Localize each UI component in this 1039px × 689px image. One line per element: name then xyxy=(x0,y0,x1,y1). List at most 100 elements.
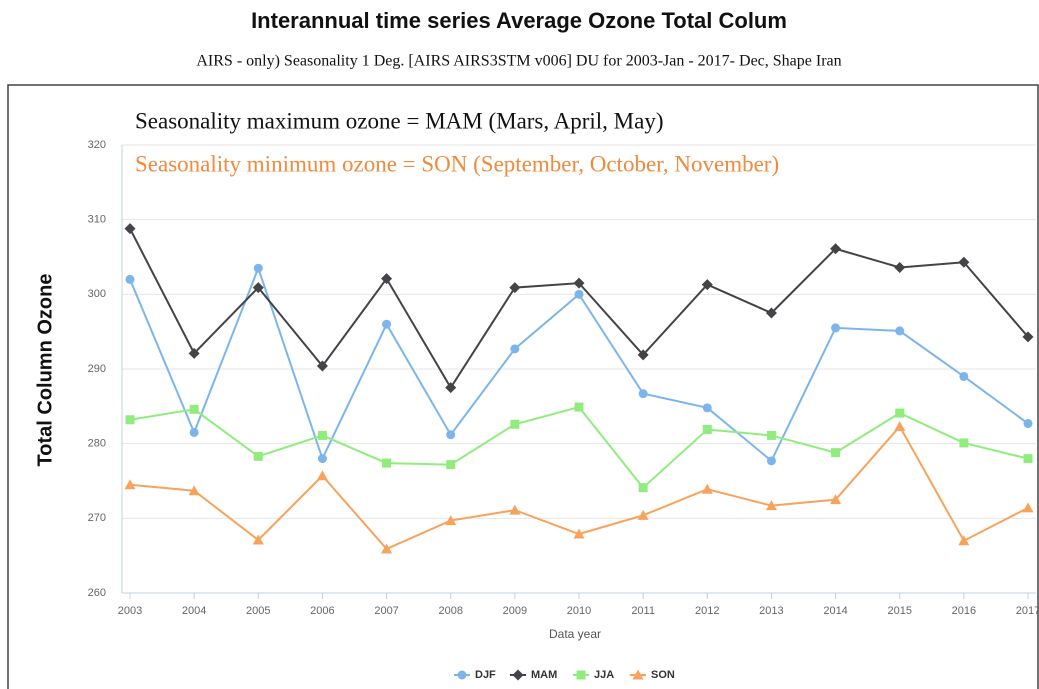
x-tick-label: 2006 xyxy=(310,605,334,617)
point xyxy=(509,504,521,515)
point xyxy=(701,279,713,291)
point xyxy=(637,349,649,361)
point xyxy=(958,256,970,268)
legend-label: JJA xyxy=(594,669,614,681)
point xyxy=(252,534,264,545)
point xyxy=(1023,419,1033,429)
point xyxy=(766,456,776,466)
x-tick-label: 2008 xyxy=(438,605,462,617)
x-tick-label: 2007 xyxy=(374,605,398,617)
x-tick-label: 2004 xyxy=(182,605,206,617)
x-tick-label: 2016 xyxy=(952,605,976,617)
y-tick-label: 310 xyxy=(88,214,106,226)
x-tick-label: 2011 xyxy=(631,605,655,617)
x-tick-label: 2013 xyxy=(759,605,783,617)
point xyxy=(316,470,328,481)
point xyxy=(317,430,327,440)
point xyxy=(124,223,136,235)
y-tick-label: 260 xyxy=(88,587,106,599)
point xyxy=(573,528,585,539)
point xyxy=(958,535,970,546)
legend-marker xyxy=(512,669,524,681)
annotation: Seasonality minimum ozone = SON (Septemb… xyxy=(135,151,779,176)
point xyxy=(382,458,392,468)
point xyxy=(252,282,264,294)
point xyxy=(1023,454,1033,464)
legend-marker xyxy=(457,670,467,680)
point xyxy=(253,451,263,461)
point xyxy=(638,389,648,399)
point xyxy=(382,319,392,329)
point xyxy=(189,427,199,437)
legend-label: DJF xyxy=(475,669,496,681)
point xyxy=(766,430,776,440)
point xyxy=(831,323,841,333)
point xyxy=(125,274,135,284)
legend-marker xyxy=(576,670,586,680)
point xyxy=(445,515,457,526)
x-tick-label: 2012 xyxy=(695,605,719,617)
point xyxy=(510,344,520,354)
point xyxy=(509,282,521,294)
point xyxy=(124,479,136,490)
y-tick-label: 270 xyxy=(88,512,106,524)
point xyxy=(702,424,712,434)
y-tick-label: 280 xyxy=(88,438,106,450)
point xyxy=(446,460,456,470)
point xyxy=(702,403,712,413)
point xyxy=(510,419,520,429)
x-tick-label: 2005 xyxy=(246,605,270,617)
point xyxy=(895,408,905,418)
y-tick-label: 290 xyxy=(88,363,106,375)
series-line xyxy=(129,228,1029,390)
point xyxy=(188,347,200,359)
chart-title: Interannual time series Average Ozone To… xyxy=(251,8,787,33)
point xyxy=(894,420,906,431)
x-tick-label: 2009 xyxy=(503,605,527,617)
x-tick-label: 2003 xyxy=(118,605,142,617)
legend-label: SON xyxy=(651,669,675,681)
x-tick-label: 2017 xyxy=(1016,605,1039,617)
point xyxy=(189,404,199,414)
point xyxy=(637,509,649,520)
point xyxy=(317,454,327,464)
y-tick-label: 300 xyxy=(88,288,106,300)
point xyxy=(1022,502,1034,513)
x-tick-label: 2015 xyxy=(887,605,911,617)
x-tick-label: 2014 xyxy=(823,605,847,617)
point xyxy=(895,326,905,336)
point xyxy=(316,360,328,372)
point xyxy=(574,289,584,299)
point xyxy=(765,500,777,511)
frame xyxy=(7,84,1039,689)
point xyxy=(125,415,135,425)
point xyxy=(1022,331,1034,343)
point xyxy=(765,307,777,319)
y-axis-label: Total Column Ozone xyxy=(34,274,56,467)
point xyxy=(830,494,842,505)
series-line xyxy=(129,405,1029,490)
point xyxy=(573,277,585,289)
point xyxy=(445,382,457,394)
point xyxy=(446,430,456,440)
point xyxy=(381,273,393,285)
point xyxy=(701,483,713,494)
legend-label: MAM xyxy=(531,669,557,681)
point xyxy=(831,448,841,458)
point xyxy=(574,402,584,412)
legend-marker xyxy=(632,669,644,680)
point xyxy=(959,438,969,448)
point xyxy=(381,543,393,554)
point xyxy=(638,483,648,493)
point xyxy=(959,371,969,381)
x-axis-label: Data year xyxy=(549,627,601,641)
annotation: Seasonality maximum ozone = MAM (Mars, A… xyxy=(135,108,663,133)
chart-subtitle: AIRS - only) Seasonality 1 Deg. [AIRS AI… xyxy=(196,53,841,70)
x-tick-label: 2010 xyxy=(567,605,591,617)
point xyxy=(253,263,263,273)
point xyxy=(830,243,842,255)
point xyxy=(188,485,200,496)
y-tick-label: 320 xyxy=(88,139,106,151)
point xyxy=(894,261,906,273)
